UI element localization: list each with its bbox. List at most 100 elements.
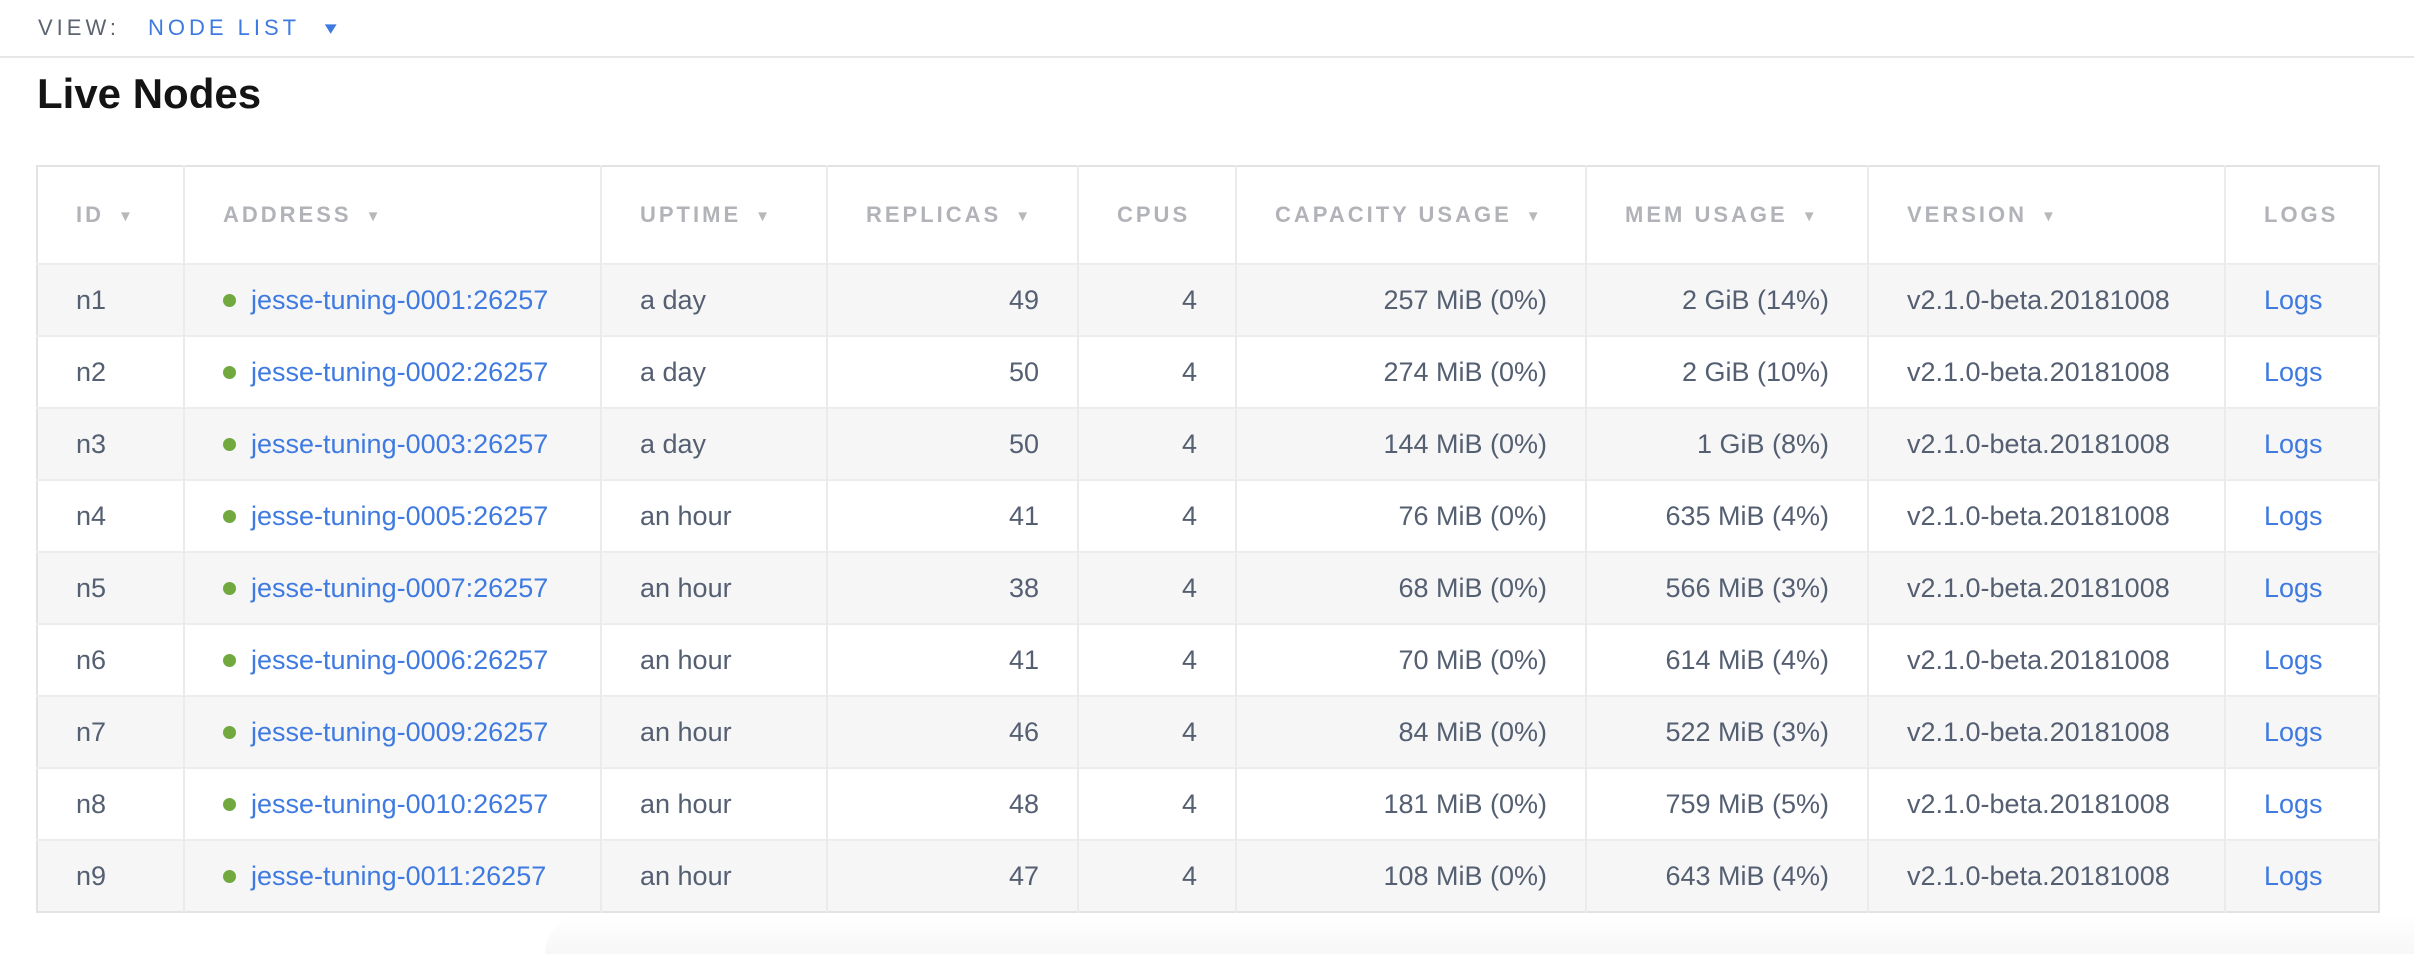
cell-uptime: an hour: [600, 552, 827, 624]
node-address-link[interactable]: jesse-tuning-0002:26257: [251, 356, 549, 387]
cell-address: jesse-tuning-0003:26257: [183, 408, 601, 480]
sort-descending-icon: ▼: [118, 208, 133, 225]
cell-version: v2.1.0-beta.20181008: [1867, 552, 2225, 624]
cell-id: n6: [76, 644, 107, 675]
cell-capacity: 68 MiB (0%): [1235, 552, 1586, 624]
column-header-label: UPTIME: [640, 202, 742, 227]
column-header-mem[interactable]: MEM USAGE ▼: [1585, 166, 1868, 264]
column-header-label: CAPACITY USAGE: [1275, 202, 1512, 227]
column-header-version[interactable]: VERSION ▼: [1867, 166, 2225, 264]
cell-uptime: an hour: [600, 768, 827, 840]
cell-cpus: 4: [1077, 336, 1236, 408]
cell-uptime: an hour: [600, 480, 827, 552]
node-live-status-icon: [223, 365, 236, 379]
node-address-link[interactable]: jesse-tuning-0003:26257: [251, 428, 549, 459]
cell-replicas: 50: [826, 408, 1078, 480]
node-address-link[interactable]: jesse-tuning-0011:26257: [251, 860, 547, 891]
cell-capacity: 84 MiB (0%): [1235, 696, 1586, 768]
logs-link[interactable]: Logs: [2264, 788, 2323, 819]
cell-version: v2.1.0-beta.20181008: [1867, 696, 2225, 768]
cell-mem: 643 MiB (4%): [1585, 840, 1868, 912]
column-header-label: REPLICAS: [866, 202, 1002, 227]
logs-link[interactable]: Logs: [2264, 860, 2323, 891]
table-row: n1 jesse-tuning-0001:26257 a day 49 4 257 MiB…: [37, 264, 2379, 336]
column-header-replicas[interactable]: REPLICAS ▼: [826, 166, 1078, 264]
cell-logs: Logs: [2224, 768, 2379, 840]
cell-cpus: 4: [1077, 624, 1236, 696]
logs-link[interactable]: Logs: [2264, 644, 2323, 675]
cell-version: v2.1.0-beta.20181008: [1867, 840, 2225, 912]
column-header-label: MEM USAGE: [1625, 202, 1788, 227]
node-address-link[interactable]: jesse-tuning-0001:26257: [251, 284, 549, 315]
cell-uptime: an hour: [600, 624, 827, 696]
cell-cpus: 4: [1077, 696, 1236, 768]
cell-uptime: an hour: [600, 840, 827, 912]
node-address-link[interactable]: jesse-tuning-0007:26257: [251, 572, 549, 603]
node-address-link[interactable]: jesse-tuning-0006:26257: [251, 644, 549, 675]
cell-mem: 566 MiB (3%): [1585, 552, 1868, 624]
sort-descending-icon: ▼: [1015, 208, 1031, 225]
cell-logs: Logs: [2224, 840, 2379, 912]
sort-descending-icon: ▼: [755, 208, 770, 225]
sort-descending-icon: ▼: [365, 208, 381, 225]
cell-logs: Logs: [2224, 696, 2379, 768]
node-live-status-icon: [223, 725, 236, 739]
cell-capacity: 108 MiB (0%): [1235, 840, 1586, 912]
logs-link[interactable]: Logs: [2264, 428, 2323, 459]
cell-version: v2.1.0-beta.20181008: [1867, 624, 2225, 696]
cell-logs: Logs: [2224, 408, 2379, 480]
column-header-id[interactable]: ID ▼: [37, 166, 184, 264]
column-header-address[interactable]: ADDRESS ▼: [183, 166, 601, 264]
logs-link[interactable]: Logs: [2264, 356, 2323, 387]
cell-logs: Logs: [2224, 624, 2379, 696]
cell-address: jesse-tuning-0005:26257: [183, 480, 601, 552]
cell-logs: Logs: [2224, 552, 2379, 624]
node-address-link[interactable]: jesse-tuning-0010:26257: [251, 788, 549, 819]
page-title: Live Nodes: [37, 70, 262, 117]
cell-mem: 522 MiB (3%): [1585, 696, 1868, 768]
table-row: n2 jesse-tuning-0002:26257 a day 50 4 274 MiB…: [37, 336, 2379, 408]
logs-link[interactable]: Logs: [2264, 716, 2323, 747]
cell-id: n9: [76, 860, 107, 891]
cell-uptime: a day: [600, 264, 827, 336]
view-dropdown[interactable]: NODE LIST ▾: [148, 15, 337, 41]
column-header-capacity[interactable]: CAPACITY USAGE ▼: [1235, 166, 1586, 264]
cell-id: n7: [76, 716, 107, 747]
logs-link[interactable]: Logs: [2264, 572, 2323, 603]
cell-uptime: a day: [600, 408, 827, 480]
chevron-down-icon: ▾: [324, 17, 337, 39]
cell-capacity: 144 MiB (0%): [1235, 408, 1586, 480]
node-live-status-icon: [223, 653, 236, 667]
cell-replicas: 48: [826, 768, 1078, 840]
live-nodes-table: ID ▼ ADDRESS ▼ UPTIME ▼ REPLICAS ▼ CPUS CAPACITY …: [36, 165, 2380, 913]
column-header-label: CPUS: [1117, 202, 1191, 227]
cell-cpus: 4: [1077, 552, 1236, 624]
cell-capacity: 76 MiB (0%): [1235, 480, 1586, 552]
cell-address: jesse-tuning-0007:26257: [183, 552, 601, 624]
cell-mem: 2 GiB (10%): [1585, 336, 1868, 408]
node-address-link[interactable]: jesse-tuning-0005:26257: [251, 500, 549, 531]
cell-address: jesse-tuning-0009:26257: [183, 696, 601, 768]
cell-id: n2: [76, 356, 107, 387]
logs-link[interactable]: Logs: [2264, 284, 2323, 315]
cell-replicas: 41: [826, 480, 1078, 552]
cell-version: v2.1.0-beta.20181008: [1867, 768, 2225, 840]
cell-id: n4: [76, 500, 107, 531]
table-row: n6 jesse-tuning-0006:26257 an hour 41 4 70 Mi…: [37, 624, 2379, 696]
column-header-cpus: CPUS: [1077, 166, 1236, 264]
table-row: n5 jesse-tuning-0007:26257 an hour 38 4 68 Mi…: [37, 552, 2379, 624]
cell-logs: Logs: [2224, 264, 2379, 336]
logs-link[interactable]: Logs: [2264, 500, 2323, 531]
cell-cpus: 4: [1077, 840, 1236, 912]
cell-address: jesse-tuning-0011:26257: [183, 840, 601, 912]
node-address-link[interactable]: jesse-tuning-0009:26257: [251, 716, 549, 747]
cell-cpus: 4: [1077, 480, 1236, 552]
column-header-uptime[interactable]: UPTIME ▼: [600, 166, 827, 264]
node-live-status-icon: [223, 509, 236, 523]
cell-version: v2.1.0-beta.20181008: [1867, 336, 2225, 408]
cell-replicas: 50: [826, 336, 1078, 408]
cell-cpus: 4: [1077, 768, 1236, 840]
cell-mem: 1 GiB (8%): [1585, 408, 1868, 480]
view-label: VIEW:: [38, 15, 120, 40]
cell-id: n3: [76, 428, 107, 459]
